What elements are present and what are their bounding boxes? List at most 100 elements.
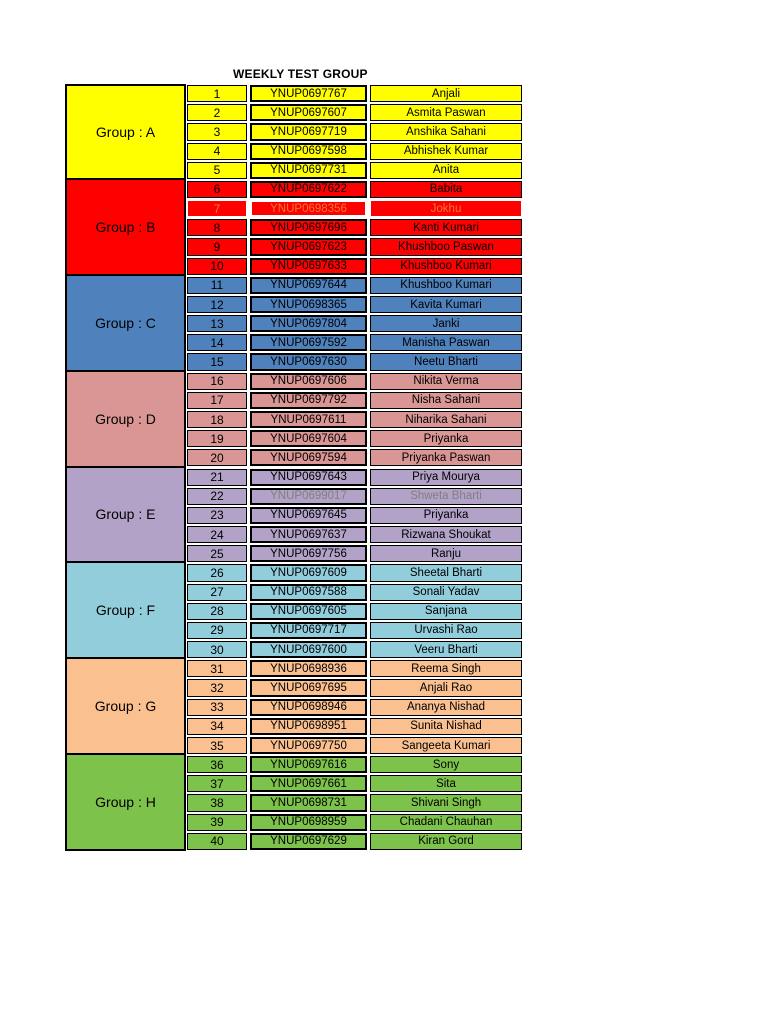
row-number-cell: 2 xyxy=(187,104,247,122)
group-label: Group : F xyxy=(95,602,156,619)
student-row: 39 YNUP0698959 Chadani Chauhan xyxy=(186,813,524,832)
row-number-cell: 10 xyxy=(187,257,247,275)
row-number-cell: 3 xyxy=(187,123,247,141)
student-name-cell: Sony xyxy=(370,756,522,774)
group-label: Group : A xyxy=(95,123,156,140)
student-row: 30 YNUP0697600 Veeru Bharti xyxy=(186,640,524,659)
student-id-cell: YNUP0697606 xyxy=(250,372,367,390)
group-rows: 11 YNUP0697644 Khushboo Kumari 12 YNUP069836… xyxy=(186,275,524,372)
student-row: 9 YNUP0697623 Khushboo Paswan xyxy=(186,237,524,256)
student-row: 37 YNUP0697661 Sita xyxy=(186,774,524,793)
row-number-cell: 27 xyxy=(187,583,247,601)
student-name-cell: Rizwana Shoukat xyxy=(370,526,522,544)
student-row: 1 YNUP0697767 Anjali xyxy=(186,84,524,103)
row-number-cell: 37 xyxy=(187,775,247,793)
student-id-cell: YNUP0698731 xyxy=(250,794,367,812)
student-id-cell: YNUP0697594 xyxy=(250,449,367,467)
student-id-cell: YNUP0697804 xyxy=(250,315,367,333)
student-name-cell: Manisha Paswan xyxy=(370,334,522,352)
student-row: 36 YNUP0697616 Sony xyxy=(186,755,524,774)
student-id-cell: YNUP0697609 xyxy=(250,564,367,582)
student-id-cell: YNUP0697767 xyxy=(250,85,367,103)
student-name-cell: Khushboo Paswan xyxy=(370,238,522,256)
student-row: 2 YNUP0697607 Asmita Paswan xyxy=(186,103,524,122)
student-name-cell: Khushboo Kumari xyxy=(370,276,522,294)
student-name-cell: Jokhu xyxy=(370,200,522,218)
student-id-cell: YNUP0697756 xyxy=(250,545,367,563)
student-row: 13 YNUP0697804 Janki xyxy=(186,314,524,333)
row-number-cell: 4 xyxy=(187,142,247,160)
student-id-cell: YNUP0697629 xyxy=(250,832,367,850)
student-id-cell: YNUP0697644 xyxy=(250,276,367,294)
student-name-cell: Khushboo Kumari xyxy=(370,257,522,275)
row-number-cell: 35 xyxy=(187,736,247,755)
student-id-cell: YNUP0697616 xyxy=(250,756,367,774)
student-name-cell: Urvashi Rao xyxy=(370,621,522,640)
student-name-cell: Asmita Paswan xyxy=(370,104,522,122)
student-row: 19 YNUP0697604 Priyanka xyxy=(186,429,524,448)
student-id-cell: YNUP0697598 xyxy=(250,142,367,160)
student-row: 3 YNUP0697719 Anshika Sahani xyxy=(186,122,524,141)
student-row: 7 YNUP0698356 Jokhu xyxy=(186,199,524,218)
student-row: 8 YNUP0697696 Kanti Kumari xyxy=(186,218,524,237)
student-name-cell: Kiran Gord xyxy=(370,832,522,850)
group-label-cell: Group : H xyxy=(65,755,186,851)
student-id-cell: YNUP0697645 xyxy=(250,506,367,525)
row-number-cell: 1 xyxy=(187,85,247,103)
row-number-cell: 34 xyxy=(187,717,247,735)
student-row: 34 YNUP0698951 Sunita Nishad xyxy=(186,717,524,736)
group-rows: 21 YNUP0697643 Priya Mourya 22 YNUP0699017 Sh… xyxy=(186,467,524,564)
group-rows: 16 YNUP0697606 Nikita Verma 17 YNUP0697792 Ni… xyxy=(186,371,524,468)
group-section: Group : G 31 YNUP0698936 Reema Singh 32 YNUP0… xyxy=(65,659,524,756)
student-row: 21 YNUP0697643 Priya Mourya xyxy=(186,468,524,487)
row-number-cell: 12 xyxy=(187,295,247,314)
row-number-cell: 21 xyxy=(187,468,247,486)
student-row: 18 YNUP0697611 Niharika Sahani xyxy=(186,410,524,429)
student-row: 38 YNUP0698731 Shivani Singh xyxy=(186,793,524,812)
page-title: WEEKLY TEST GROUP xyxy=(233,67,368,81)
student-name-cell: Anshika Sahani xyxy=(370,123,522,141)
row-number-cell: 16 xyxy=(187,372,247,390)
row-number-cell: 17 xyxy=(187,391,247,409)
student-row: 28 YNUP0697605 Sanjana xyxy=(186,602,524,621)
student-name-cell: Sonali Yadav xyxy=(370,583,522,601)
row-number-cell: 26 xyxy=(187,564,247,582)
student-id-cell: YNUP0698951 xyxy=(250,717,367,735)
student-id-cell: YNUP0697719 xyxy=(250,123,367,141)
group-rows: 26 YNUP0697609 Sheetal Bharti 27 YNUP0697588… xyxy=(186,563,524,660)
row-number-cell: 20 xyxy=(187,449,247,467)
student-id-cell: YNUP0697637 xyxy=(250,526,367,544)
group-section: Group : C 11 YNUP0697644 Khushboo Kumari 12 Y… xyxy=(65,275,524,372)
student-row: 25 YNUP0697756 Ranju xyxy=(186,544,524,563)
student-name-cell: Abhishek Kumar xyxy=(370,142,522,160)
student-name-cell: Anjali Rao xyxy=(370,679,522,697)
group-label-cell: Group : G xyxy=(65,659,186,756)
student-id-cell: YNUP0697792 xyxy=(250,391,367,409)
student-id-cell: YNUP0697633 xyxy=(250,257,367,275)
group-rows: 36 YNUP0697616 Sony 37 YNUP0697661 Sita 38 YNUP… xyxy=(186,755,524,851)
student-name-cell: Anjali xyxy=(370,85,522,103)
student-row: 23 YNUP0697645 Priyanka xyxy=(186,506,524,525)
student-id-cell: YNUP0697592 xyxy=(250,334,367,352)
student-id-cell: YNUP0697588 xyxy=(250,583,367,601)
group-section: Group : A 1 YNUP0697767 Anjali 2 YNUP0697607 A… xyxy=(65,84,524,180)
student-id-cell: YNUP0697607 xyxy=(250,104,367,122)
group-section: Group : B 6 YNUP0697622 Babita 7 YNUP0698356 J… xyxy=(65,179,524,276)
student-id-cell: YNUP0697661 xyxy=(250,775,367,793)
row-number-cell: 32 xyxy=(187,679,247,697)
student-id-cell: YNUP0697611 xyxy=(250,410,367,429)
student-id-cell: YNUP0697605 xyxy=(250,602,367,620)
row-number-cell: 33 xyxy=(187,698,247,716)
student-row: 24 YNUP0697637 Rizwana Shoukat xyxy=(186,525,524,544)
student-id-cell: YNUP0699017 xyxy=(250,487,367,505)
row-number-cell: 6 xyxy=(187,180,247,199)
student-name-cell: Priyanka Paswan xyxy=(370,449,522,467)
student-id-cell: YNUP0697622 xyxy=(250,180,367,199)
group-label: Group : B xyxy=(95,218,156,235)
row-number-cell: 14 xyxy=(187,334,247,352)
student-name-cell: Reema Singh xyxy=(370,660,522,678)
row-number-cell: 19 xyxy=(187,430,247,448)
group-section: Group : H 36 YNUP0697616 Sony 37 YNUP0697661 S… xyxy=(65,755,524,851)
group-section: Group : F 26 YNUP0697609 Sheetal Bharti 27 YN… xyxy=(65,563,524,660)
